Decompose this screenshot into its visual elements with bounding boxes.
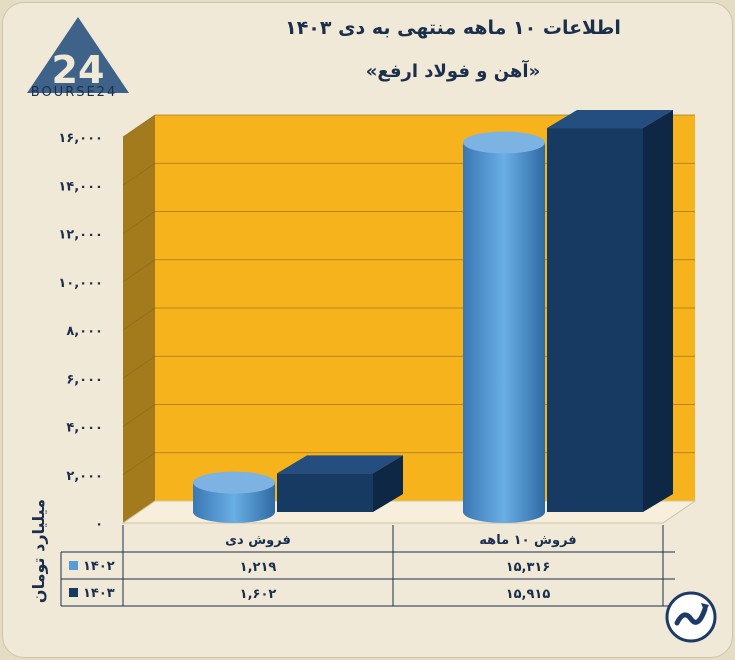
data-label: ۱,۲۱۹ [240,560,277,575]
gridline [122,114,695,138]
y-tick-label: ۱۲,۰۰۰ [58,228,103,243]
bar-side [643,110,673,512]
data-label: ۱۵,۹۱۵ [506,587,551,602]
y-tick-label: ۶,۰۰۰ [66,372,103,387]
data-label: ۱۵,۳۱۶ [506,560,551,575]
bar-top [193,471,275,494]
y-tick-label: ۴,۰۰۰ [66,421,103,436]
bourse24-logo: 24 [27,17,129,93]
data-label: ۱,۶۰۲ [240,587,277,602]
y-tick-label: ۸,۰۰۰ [66,324,103,339]
chart-subtitle: «آهن و فولاد ارفع» [365,61,541,82]
bar-chart: ۰ ۲,۰۰۰ ۴,۰۰۰ ۶,۰۰۰ ۸,۰۰۰ ۱۰,۰۰۰ ۱۲,۰۰۰ ۱۴,۰۰۰ ۱… [58,110,697,607]
chart-arrow-logo-icon [665,591,717,643]
bar-top [547,110,673,129]
bar-side [373,455,403,512]
y-tick-label: ۲,۰۰۰ [66,469,103,484]
y-tick-label: ۱۶,۰۰۰ [58,131,103,146]
bar-top [463,131,545,154]
legend-label: ۱۴۰۲ [83,559,115,574]
bar-top [277,455,403,474]
legend-swatch [69,561,78,570]
y-tick-label: ۱۴,۰۰۰ [58,179,103,194]
y-tick-label: ۱۰,۰۰۰ [58,276,103,291]
category-label: فروش ۱۰ ماهه [479,533,576,548]
logo-text: BOURSE24 [30,85,118,100]
legend-swatch [69,588,78,597]
logo-mark: 24 [52,48,105,92]
legend-label: ۱۴۰۳ [83,586,115,601]
chart-title: اطلاعات ۱۰ ماهه منتهی به دی ۱۴۰۳ [285,17,621,39]
y-tick-label: ۰ [95,517,103,532]
bar-dey-1403 [277,473,373,512]
bar-dey-1402 [193,482,275,523]
bar-10month-1402 [463,142,545,523]
bar-10month-1403 [547,128,643,512]
category-label: فروش دی [225,533,291,548]
